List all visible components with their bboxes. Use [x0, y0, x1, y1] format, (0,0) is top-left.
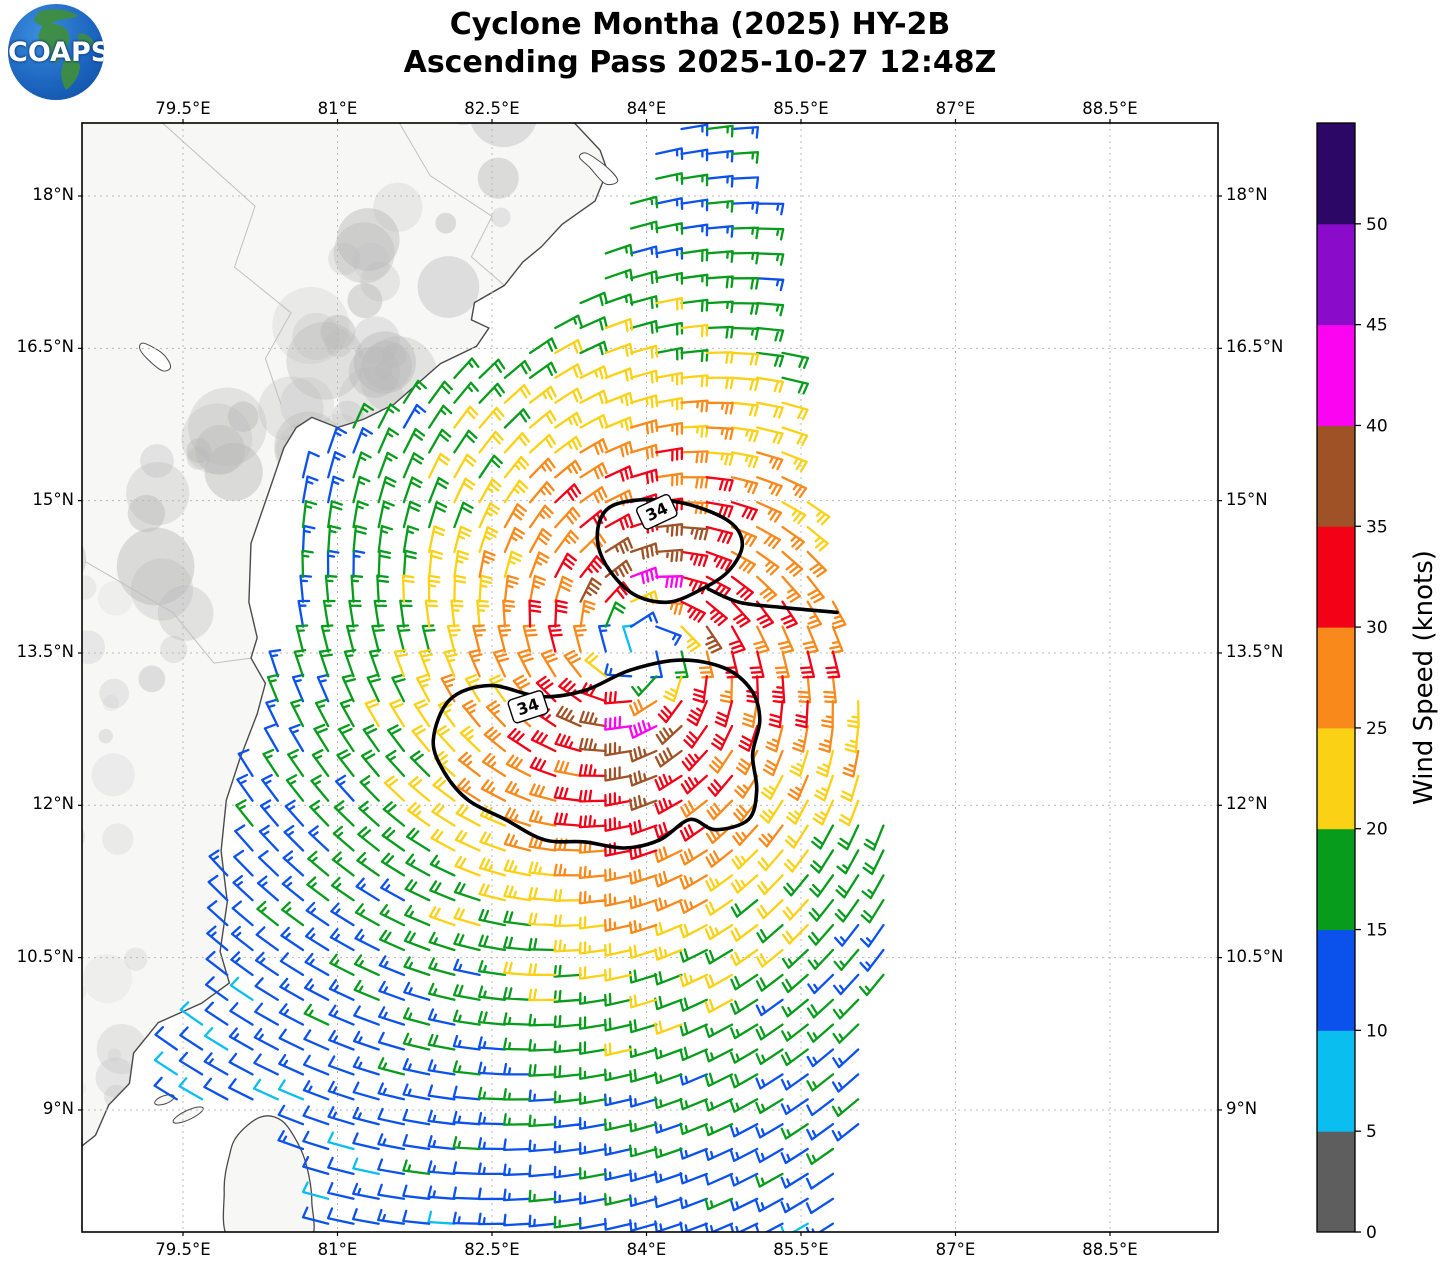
- y-axis-label-right: 13.5°N: [1226, 641, 1284, 661]
- x-axis-label-bottom: 88.5°E: [1082, 1240, 1138, 1259]
- colorbar-segment: [1317, 1030, 1355, 1132]
- y-axis-label-left: 15°N: [32, 489, 74, 509]
- state-boundary-line: [398, 123, 505, 286]
- y-axis-label-left: 12°N: [32, 794, 74, 814]
- state-boundary-line: [84, 561, 252, 664]
- y-axis-label-left: 18°N: [32, 185, 74, 204]
- coaps-logo: COAPS: [8, 4, 104, 100]
- x-axis-label-bottom: 82.5°E: [464, 1240, 520, 1259]
- india-landmass: [82, 123, 608, 1146]
- colorbar-title: Wind Speed (knots): [1409, 550, 1439, 805]
- colorbar-tick-label: 40: [1366, 416, 1388, 436]
- lake: [578, 152, 619, 186]
- contour-34kt: [431, 658, 762, 850]
- colorbar-segment: [1317, 627, 1355, 729]
- colorbar-tick-label: 30: [1366, 618, 1388, 638]
- y-axis-label-right: 16.5°N: [1226, 337, 1284, 357]
- wind-barb-set: [364, 296, 860, 1057]
- colorbar-tick-label: 20: [1366, 820, 1388, 840]
- plot-title: Cyclone Montha (2025) HY-2B Ascending Pa…: [0, 6, 1400, 82]
- x-axis-label-top: 85.5°E: [773, 99, 829, 118]
- colorbar-tick-label: 35: [1366, 517, 1388, 537]
- gale-radius-contours: 34 34: [431, 493, 839, 850]
- plot-frame: [78, 119, 1222, 1236]
- y-axis-label-right: 12°N: [1226, 794, 1268, 814]
- colorbar-segment: [1317, 929, 1355, 1031]
- y-axis-label-left: 13.5°N: [16, 641, 74, 661]
- colorbar: 0 5 10 15 20 25 30 35 40 45 50 Wind Speed (knots): [1316, 122, 1439, 1243]
- x-axis-label-bottom: 81°E: [317, 1240, 358, 1259]
- colorbar-tick-label: 10: [1366, 1021, 1388, 1041]
- wind-barb-set: [440, 399, 860, 935]
- state-boundary-line: [162, 123, 292, 405]
- colorbar-tick-label: 45: [1366, 316, 1388, 336]
- title-line-1: Cyclone Montha (2025) HY-2B: [449, 7, 951, 42]
- islet: [172, 1106, 204, 1124]
- y-axis-label-left: 9°N: [42, 1098, 74, 1118]
- x-axis-label-top: 82.5°E: [464, 99, 520, 118]
- x-axis-label-bottom: 87°E: [935, 1240, 976, 1259]
- coastline: [82, 123, 609, 1147]
- colorbar-segment: [1317, 223, 1355, 326]
- wind-barb-set: [153, 624, 809, 1232]
- contour-34kt: [706, 587, 839, 615]
- wind-barb-set: [604, 566, 684, 739]
- colorbar-segment: [1317, 828, 1355, 931]
- x-axis-label-bottom: 84°E: [626, 1240, 667, 1259]
- wind-barb-set: [507, 447, 841, 861]
- contour-label-34: 34: [636, 493, 678, 530]
- title-line-2: Ascending Pass 2025-10-27 12:48Z: [403, 45, 997, 80]
- grid-lines: [82, 123, 1218, 1232]
- contour-34kt: [595, 497, 745, 605]
- x-axis-label-top: 84°E: [626, 99, 667, 118]
- y-axis-label-right: 18°N: [1226, 185, 1268, 204]
- x-axis-label-top: 87°E: [935, 99, 976, 118]
- wind-barbs: [153, 123, 885, 1232]
- x-axis-label-top: 88.5°E: [1082, 99, 1138, 118]
- colorbar-tick-label: 15: [1366, 921, 1388, 941]
- x-axis-label-bottom: 85.5°E: [773, 1240, 829, 1259]
- colorbar-tick-label: 25: [1366, 719, 1388, 739]
- colorbar-segment: [1317, 1131, 1355, 1233]
- x-axis-label-top: 81°E: [317, 99, 358, 118]
- y-axis-label-left: 16.5°N: [16, 337, 74, 357]
- wind-barb-set: [235, 124, 885, 1229]
- y-axis-label-right: 9°N: [1226, 1098, 1258, 1118]
- x-axis-label-top: 79.5°E: [155, 99, 211, 118]
- colorbar-segment: [1317, 526, 1355, 628]
- y-axis-label-left: 10.5°N: [16, 946, 74, 966]
- colorbar-tick-label: 5: [1366, 1122, 1377, 1142]
- colorbar-tick-label: 50: [1366, 215, 1388, 235]
- colorbar-segment: [1317, 123, 1355, 225]
- wind-barb-set: [153, 123, 885, 1232]
- colorbar-segment: [1317, 324, 1355, 426]
- y-axis-label-right: 15°N: [1226, 489, 1268, 509]
- colorbar-segment: [1317, 727, 1355, 830]
- lake: [139, 342, 172, 372]
- contour-label-34: 34: [507, 690, 549, 724]
- logo-text: COAPS: [8, 37, 104, 68]
- y-axis-label-right: 10.5°N: [1226, 946, 1284, 966]
- globe-icon: [34, 9, 94, 90]
- colorbar-tick-label: 0: [1366, 1223, 1377, 1243]
- wind-barb-set: [555, 523, 723, 811]
- colorbar-segment: [1317, 425, 1355, 527]
- islet: [154, 1094, 175, 1106]
- x-axis-label-bottom: 79.5°E: [155, 1240, 211, 1259]
